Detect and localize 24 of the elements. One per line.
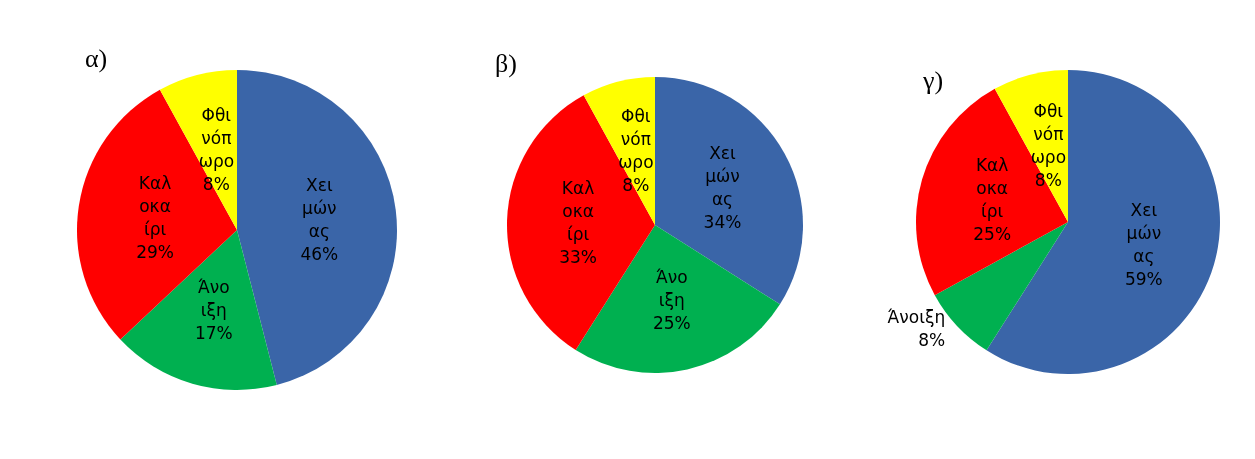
chart-title: β) bbox=[495, 48, 517, 78]
data-label: 29% bbox=[136, 241, 174, 262]
slice-label: Καλοκαίρι bbox=[975, 155, 1009, 222]
slice-label: Άνοιξη bbox=[887, 307, 946, 328]
slice-label: Χειμώνας bbox=[1126, 199, 1162, 266]
slice-label: Φθινόπωρο bbox=[198, 105, 235, 172]
slice-label: Καλοκαίρι bbox=[561, 178, 595, 245]
data-label: 25% bbox=[652, 313, 691, 334]
data-label: 8% bbox=[918, 330, 946, 351]
chart-title: γ) bbox=[922, 65, 944, 95]
slice-label: Φθινόπωρο bbox=[618, 105, 654, 172]
slice-label: Χειμώνας bbox=[705, 143, 740, 210]
data-label: 46% bbox=[300, 244, 339, 265]
data-label: 34% bbox=[703, 212, 742, 233]
data-label: 17% bbox=[194, 322, 233, 343]
slice-label: Χειμώνας bbox=[302, 175, 337, 242]
data-label: 59% bbox=[1124, 268, 1163, 289]
data-label: 25% bbox=[973, 224, 1012, 245]
slice-label: Άνοιξη bbox=[655, 267, 688, 311]
data-label: 33% bbox=[559, 247, 597, 268]
slice-label: Φθινόπωρο bbox=[1030, 100, 1067, 167]
chart-title: α) bbox=[85, 43, 108, 73]
slice-label: Άνοιξη bbox=[198, 276, 230, 320]
slice-label: Καλοκαίρι bbox=[138, 172, 172, 239]
